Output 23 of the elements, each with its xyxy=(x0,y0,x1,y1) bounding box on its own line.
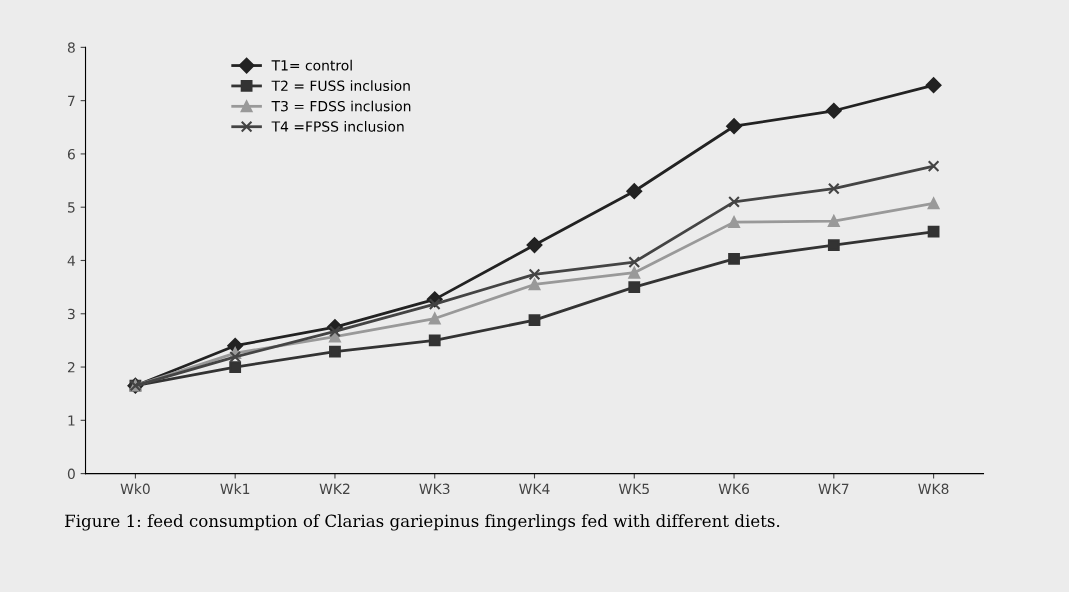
x-tick-label: Wk1 xyxy=(220,483,250,494)
y-tick-label: 0 xyxy=(67,468,75,480)
x-tick-label: Wk0 xyxy=(120,483,150,495)
y-tick-label: 5 xyxy=(68,202,75,213)
x-tick-label: WK8 xyxy=(918,483,949,495)
y-tick-label: 7 xyxy=(68,95,75,106)
x-tick-label: WK7 xyxy=(818,483,849,494)
x-tick-label: WK2 xyxy=(319,483,350,494)
y-tick-label: 6 xyxy=(67,148,75,160)
legend-label: T4 =FPSS inclusion xyxy=(271,121,404,132)
x-tick-label: WK5 xyxy=(618,483,649,495)
legend-label: T1= control xyxy=(271,59,352,71)
caption: Figure 1: feed consumption of Clarias gariepinus fingerlings fed with different diets. xyxy=(65,514,780,531)
legend-label: T3 = FDSS inclusion xyxy=(271,100,411,112)
x-tick-label: WK4 xyxy=(519,483,550,494)
y-tick-label: 1 xyxy=(68,415,75,426)
y-tick-label: 3 xyxy=(68,308,75,320)
y-tick-label: 4 xyxy=(67,255,76,266)
y-tick-label: 2 xyxy=(67,362,75,373)
y-tick-label: 8 xyxy=(67,42,75,53)
x-tick-label: WK3 xyxy=(419,483,450,495)
x-tick-label: WK6 xyxy=(718,483,750,495)
legend-label: T2 = FUSS inclusion xyxy=(271,80,410,91)
